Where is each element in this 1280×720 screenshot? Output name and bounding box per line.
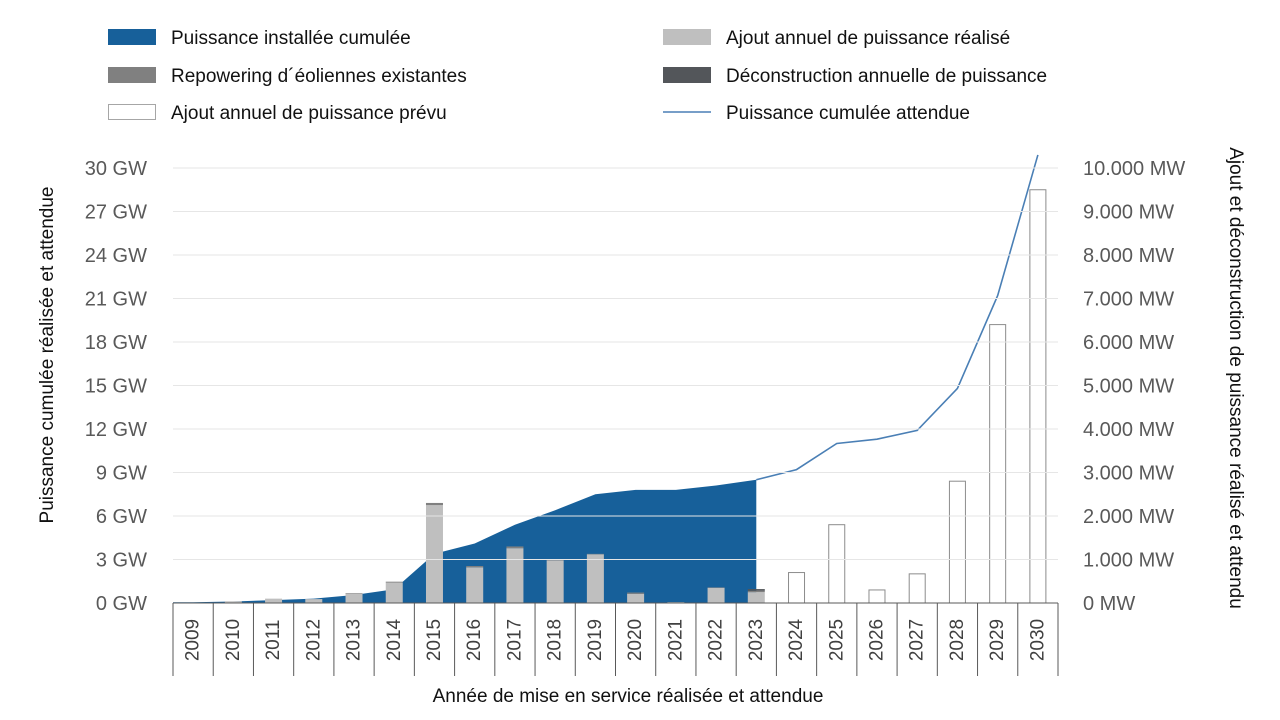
- bar-repowering-2014: [385, 581, 403, 583]
- bar-realised-2015: [425, 505, 443, 603]
- bar-planned-2030: [1029, 189, 1047, 604]
- y-left-tick-label: 24 GW: [85, 245, 147, 267]
- bar-realised-2016: [466, 567, 484, 603]
- bar-deconstruction-2023: [747, 589, 765, 591]
- bar-planned-2029: [989, 324, 1007, 604]
- y-left-tick-label: 3 GW: [96, 550, 147, 572]
- y-right-tick-label: 6.000 MW: [1083, 332, 1174, 354]
- x-tick-label: 2022: [706, 619, 727, 661]
- bar-planned-2027: [908, 573, 926, 604]
- expected-cumulative-line: [756, 154, 1039, 481]
- legend-label: Ajout annuel de puissance réalisé: [726, 28, 1010, 49]
- y-axis-left-title: Puissance cumulée réalisée et attendue: [37, 187, 58, 524]
- y-axis-right-title: Ajout et déconstruction de puissance réa…: [1225, 147, 1246, 609]
- legend-swatch: [108, 29, 156, 45]
- y-left-tick-label: 12 GW: [85, 419, 147, 441]
- bar-planned-2028: [948, 480, 966, 604]
- bar-realised-2014: [385, 582, 403, 603]
- y-left-tick-label: 21 GW: [85, 289, 147, 311]
- x-tick-label: 2016: [464, 619, 485, 661]
- x-tick-label: 2026: [866, 619, 887, 661]
- y-left-tick-label: 0 GW: [96, 593, 147, 615]
- y-right-tick-label: 8.000 MW: [1083, 245, 1174, 267]
- bar-realised-2010: [224, 601, 242, 603]
- x-tick-label: 2023: [746, 619, 767, 661]
- y-left-tick-label: 15 GW: [85, 376, 147, 398]
- bar-realised-2011: [265, 598, 283, 603]
- x-tick-label: 2030: [1027, 619, 1048, 661]
- y-right-tick-label: 4.000 MW: [1083, 419, 1174, 441]
- x-tick-label: 2012: [303, 619, 324, 661]
- bar-realised-2022: [707, 587, 725, 603]
- bar-repowering-2023: [747, 590, 765, 593]
- y-left-tick-label: 27 GW: [85, 202, 147, 224]
- bar-realised-2018: [546, 560, 564, 603]
- x-tick-label: 2028: [947, 619, 968, 661]
- x-tick-label: 2019: [585, 619, 606, 661]
- bar-planned-2024: [788, 572, 806, 604]
- y-right-tick-label: 9.000 MW: [1083, 202, 1174, 224]
- legend-label: Repowering d´éoliennes existantes: [171, 66, 467, 87]
- x-tick-label: 2020: [625, 619, 646, 661]
- x-tick-label: 2021: [665, 619, 686, 661]
- x-tick-label: 2009: [183, 619, 204, 661]
- bar-realised-2012: [305, 599, 323, 603]
- bar-repowering-2015: [425, 502, 443, 506]
- x-tick-label: 2017: [504, 619, 525, 661]
- x-tick-label: 2025: [826, 619, 847, 661]
- bar-repowering-2020: [627, 592, 645, 594]
- bar-repowering-2017: [506, 546, 524, 549]
- x-tick-label: 2013: [344, 619, 365, 661]
- bar-realised-2023: [747, 592, 765, 603]
- line-layer: [756, 154, 1039, 481]
- bar-realised-2019: [586, 554, 604, 603]
- x-axis-title: Année de mise en service réalisée et att…: [433, 686, 824, 707]
- bar-realised-2017: [506, 548, 524, 603]
- legend-label: Puissance cumulée attendue: [726, 103, 970, 124]
- y-right-tick-label: 2.000 MW: [1083, 506, 1174, 528]
- axis-layer: 0 GW 0 MW 3 GW 1.000 MW 6 GW 2.000 MW 9 GW 3.00…: [85, 158, 1185, 676]
- y-right-tick-label: 10.000 MW: [1083, 158, 1185, 180]
- y-left-tick-label: 6 GW: [96, 506, 147, 528]
- legend-swatch: [108, 67, 156, 83]
- bar-repowering-2016: [466, 566, 484, 568]
- y-right-tick-label: 5.000 MW: [1083, 376, 1174, 398]
- bar-realised-2020: [627, 593, 645, 603]
- y-left-tick-label: 18 GW: [85, 332, 147, 354]
- bar-planned-2025: [828, 524, 846, 604]
- x-tick-label: 2027: [907, 619, 928, 661]
- y-left-tick-label: 9 GW: [96, 463, 147, 485]
- x-tick-label: 2029: [987, 619, 1008, 661]
- legend-swatch: [108, 104, 156, 120]
- bar-realised-2013: [345, 593, 363, 603]
- legend-label: Ajout annuel de puissance prévu: [171, 103, 447, 124]
- x-tick-label: 2010: [223, 619, 244, 661]
- bar-planned-2026: [868, 589, 886, 604]
- x-tick-label: 2014: [384, 618, 405, 661]
- y-right-tick-label: 1.000 MW: [1083, 550, 1174, 572]
- y-left-tick-label: 30 GW: [85, 158, 147, 180]
- x-tick-label: 2011: [263, 620, 284, 661]
- area-layer: [173, 479, 757, 603]
- bar-layer: [184, 189, 1047, 604]
- legend-swatch: [663, 67, 711, 83]
- legend-swatch: [663, 29, 711, 45]
- legend-label: Puissance installée cumulée: [171, 28, 411, 49]
- y-right-tick-label: 0 MW: [1083, 593, 1135, 615]
- y-right-tick-label: 3.000 MW: [1083, 463, 1174, 485]
- x-tick-label: 2015: [424, 619, 445, 661]
- y-right-tick-label: 7.000 MW: [1083, 289, 1174, 311]
- cumulative-installed-area: [173, 479, 757, 603]
- x-tick-label: 2018: [545, 619, 566, 661]
- legend: Puissance installée cumulée Repowering d´…: [108, 28, 1047, 124]
- legend-label: Déconstruction annuelle de puissance: [726, 66, 1047, 87]
- x-tick-label: 2024: [786, 618, 807, 661]
